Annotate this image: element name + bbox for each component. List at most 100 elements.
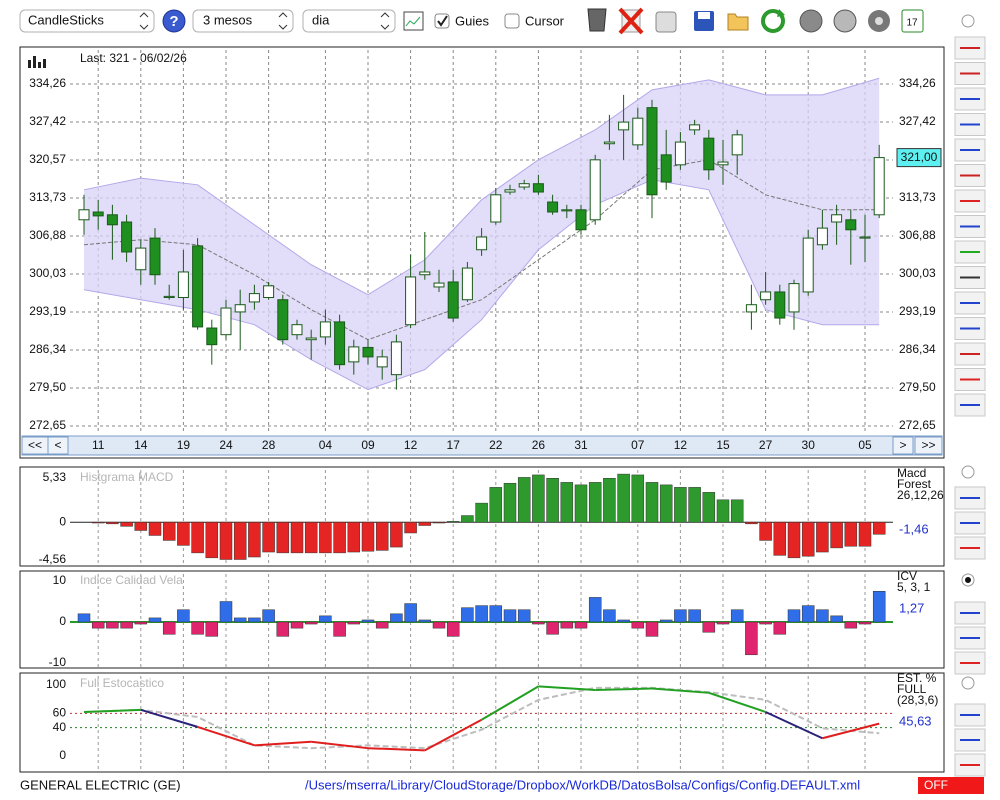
- date-label: 28: [262, 438, 276, 452]
- candle-body: [334, 321, 346, 366]
- histogram-bar: [475, 605, 488, 623]
- current-price-box: [896, 148, 942, 168]
- calendar-icon[interactable]: [901, 9, 924, 33]
- histogram-bar: [319, 521, 332, 554]
- panel-current: -1,46: [899, 521, 929, 536]
- help-button[interactable]: [162, 9, 186, 33]
- histogram-bar: [801, 605, 815, 623]
- candle-body: [760, 291, 772, 301]
- y-tick-label: 313,73: [29, 190, 66, 204]
- band-line: [83, 77, 880, 296]
- histogram-bar: [233, 521, 247, 560]
- histogram-bar: [532, 621, 545, 625]
- histogram-bar: [730, 609, 744, 623]
- select-arrows: [139, 12, 149, 30]
- histogram-bar: [91, 521, 105, 524]
- candle-body: [731, 134, 743, 156]
- nav-button[interactable]: [892, 436, 914, 455]
- histogram-bar: [404, 521, 417, 534]
- histogram-bar: [574, 621, 588, 629]
- histogram-bar: [390, 521, 403, 548]
- candle-body: [603, 141, 615, 145]
- y-tick-label: 313,73: [899, 190, 936, 204]
- delete-icon[interactable]: [618, 7, 644, 35]
- candle-body: [589, 159, 601, 221]
- refresh-icon[interactable]: [761, 9, 785, 33]
- save-icon[interactable]: [694, 11, 714, 31]
- y-tick-label: 286,34: [899, 342, 936, 356]
- period-select[interactable]: [192, 9, 294, 33]
- nav-button[interactable]: [914, 436, 943, 455]
- histogram-bar: [304, 521, 318, 554]
- chart-type-select[interactable]: [19, 9, 155, 33]
- panel-radio[interactable]: [961, 14, 975, 28]
- interval-select[interactable]: [302, 9, 396, 33]
- histogram-bar: [375, 621, 389, 629]
- update-icon[interactable]: [799, 9, 823, 33]
- panel-radio[interactable]: [961, 465, 975, 479]
- checkmark: [437, 15, 448, 27]
- candle-body: [859, 236, 871, 239]
- histogram-bar: [233, 617, 247, 623]
- candle-body: [774, 291, 786, 319]
- settings-icon[interactable]: [868, 10, 890, 32]
- cursor-checkbox[interactable]: [504, 13, 520, 29]
- candle-body: [547, 201, 559, 213]
- histogram-bar: [248, 521, 261, 558]
- candle-body: [788, 283, 800, 313]
- panel-radio[interactable]: [961, 676, 975, 690]
- k-line-segment: [538, 685, 596, 691]
- candle-body: [419, 271, 431, 276]
- nav-button[interactable]: [47, 436, 69, 455]
- lock-icon[interactable]: [655, 11, 677, 33]
- candle-body: [135, 247, 147, 271]
- histogram-bar: [844, 521, 858, 547]
- k-line-segment: [708, 691, 766, 713]
- histogram-bar: [219, 601, 233, 623]
- histogram-bar: [148, 617, 162, 623]
- histogram-bar: [77, 613, 91, 623]
- y-tick-label: 334,26: [899, 76, 936, 90]
- candle-body: [490, 194, 502, 223]
- histogram-bar: [617, 619, 630, 623]
- histogram-bar: [517, 477, 531, 523]
- candle-body: [873, 157, 885, 216]
- k-line-segment: [765, 711, 823, 740]
- histogram-bar: [120, 621, 133, 629]
- candle-body: [433, 282, 445, 288]
- histogram-bar: [276, 621, 290, 637]
- status-badge[interactable]: [918, 777, 984, 794]
- histogram-bar: [91, 621, 105, 629]
- histogram-bar: [517, 609, 531, 623]
- config-path[interactable]: /Users/mserra/Library/CloudStorage/Dropb…: [305, 777, 860, 792]
- folder-icon[interactable]: [727, 13, 749, 31]
- candle-body: [831, 214, 843, 223]
- current-price: 321,00: [901, 150, 938, 164]
- date-label: 31: [574, 438, 588, 452]
- date-label: 19: [177, 438, 191, 452]
- panel-legend: Macd: [897, 466, 926, 480]
- histogram-bar: [262, 609, 275, 623]
- candle-body: [447, 281, 459, 319]
- histogram-bar: [503, 482, 517, 523]
- currency-icon[interactable]: [833, 9, 857, 33]
- histogram-bar: [830, 521, 843, 549]
- trash-icon[interactable]: [587, 8, 607, 32]
- band-line: [83, 179, 880, 391]
- y-tick-label: 100: [46, 677, 66, 691]
- histogram-bar: [759, 521, 772, 541]
- candle-body: [234, 304, 246, 313]
- histogram-bar: [290, 621, 304, 629]
- chart-icon[interactable]: [403, 11, 424, 31]
- date-label: 14: [134, 438, 148, 452]
- panel-title: Full Estocastico: [80, 676, 164, 690]
- k-line-segment: [83, 708, 141, 713]
- candle-body: [646, 107, 658, 196]
- y-tick-label: 306,88: [899, 228, 936, 242]
- histogram-bar: [674, 487, 687, 523]
- period-value: 3 mesos: [203, 12, 253, 27]
- histogram-bar: [446, 621, 460, 637]
- candle-body: [248, 293, 260, 303]
- nav-label: >>: [921, 438, 935, 452]
